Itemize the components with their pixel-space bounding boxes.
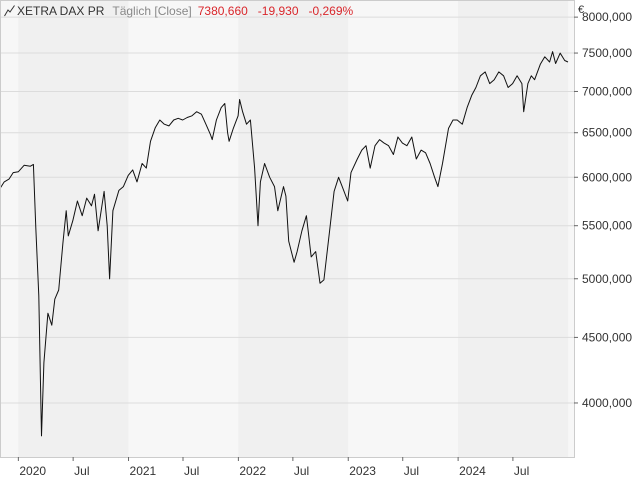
x-tick-label: Jul (294, 464, 309, 478)
y-tick-label: 7000,000 (582, 84, 632, 98)
x-tick-label: 2022 (239, 464, 266, 478)
y-tick-label: 7500,000 (582, 46, 632, 60)
x-tick-label: 2021 (130, 464, 157, 478)
x-tick-label: Jul (184, 464, 199, 478)
x-tick-label: Jul (74, 464, 89, 478)
plot-frame (0, 0, 575, 458)
year-band (458, 0, 569, 457)
year-band (348, 0, 459, 457)
x-tick-label: 2020 (19, 464, 46, 478)
currency-label: € (578, 4, 585, 16)
y-tick-label: 4000,000 (582, 396, 632, 410)
chart-header: XETRA DAX PR Täglich [Close] 7380,660 -1… (4, 4, 353, 18)
price-line (0, 51, 569, 437)
series-layer (0, 51, 569, 437)
price-change: -19,930 (257, 4, 299, 18)
y-tick-label: 6000,000 (582, 170, 632, 184)
frequency-label: Täglich [Close] (112, 4, 192, 18)
x-tick-label: Jul (404, 464, 419, 478)
price-change-percent: -0,269% (308, 4, 354, 18)
year-band (18, 0, 129, 457)
y-tick-label: 8000,000 (582, 10, 632, 24)
instrument-name: XETRA DAX PR (17, 4, 105, 18)
year-band (128, 0, 239, 457)
x-tick-label: 2024 (459, 464, 486, 478)
x-tick-label: 2023 (349, 464, 376, 478)
grid-lines (0, 16, 574, 404)
year-bands (0, 0, 574, 457)
y-tick-label: 6500,000 (582, 126, 632, 140)
last-price: 7380,660 (197, 4, 248, 18)
y-tick-label: 5500,000 (582, 219, 632, 233)
y-tick-label: 4500,000 (582, 330, 632, 344)
y-axis-ticks: 4000,000 4500,000 5000,000 5500,000 6000,000… (574, 10, 632, 410)
line-chart-icon (4, 5, 15, 17)
year-band (238, 0, 349, 457)
axes (0, 0, 575, 458)
x-tick-label: Jul (514, 464, 529, 478)
x-axis-ticks: 2020 Jul 2021 Jul 2022 Jul 2023 Jul 2024 Jul (17, 457, 529, 478)
year-band (568, 0, 574, 457)
y-tick-label: 5000,000 (582, 272, 632, 286)
